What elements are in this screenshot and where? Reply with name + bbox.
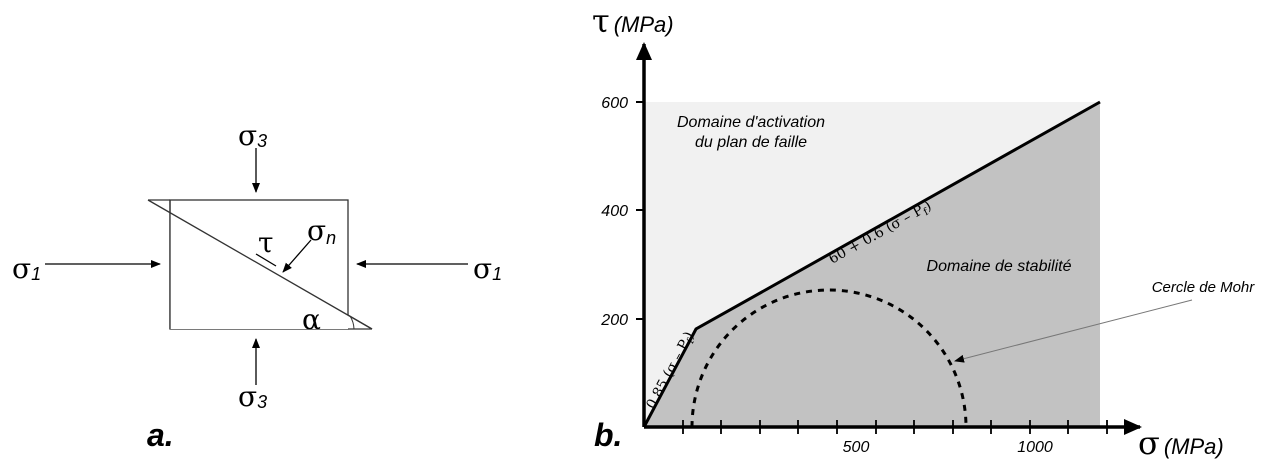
mohr-leader-line [954, 299, 1193, 363]
alpha-angle-arc [349, 315, 355, 330]
stability-domain-label: Domaine de stabilité [927, 258, 1072, 275]
activation-domain-label-line1: Domaine d'activation [677, 114, 825, 131]
sigma1-left-label: σ1 [12, 252, 41, 285]
x-axis-title: σ (MPa) [1138, 424, 1224, 461]
sigma3-top-label: σ3 [238, 119, 267, 152]
y-axis-title: τ (MPa) [592, 2, 674, 40]
fault-plane [147, 199, 373, 330]
y-tick-label-400: 400 [601, 203, 628, 220]
alpha-label: α [302, 303, 321, 336]
panel-b-label: b. [594, 417, 622, 453]
sigma3-bottom-label: σ3 [238, 380, 267, 413]
activation-domain-label-line2: du plan de faille [695, 134, 807, 151]
stability-domain-region [644, 102, 1100, 427]
sigma-n-arrow [282, 239, 312, 273]
x-tick-label-1000: 1000 [1017, 439, 1053, 456]
y-tick-label-200: 200 [600, 312, 628, 329]
sigma-n-label: σn [307, 214, 336, 248]
tau-shear-tick [255, 253, 277, 267]
mohr-circle [690, 288, 968, 428]
panel-b: 600 400 200 500 1000 τ (MPa) σ (MPa) Dom… [592, 2, 1255, 461]
panel-a-label: a. [147, 417, 174, 453]
x-tick-label-500: 500 [843, 439, 870, 456]
panel-a: σ1 σ1 σ3 σ3 σn τ α a. [12, 119, 502, 453]
tau-label: τ [258, 226, 274, 259]
mohr-circle-label: Cercle de Mohr [1152, 279, 1256, 296]
x-minor-ticks [682, 420, 1108, 434]
failure-envelope [642, 100, 1101, 428]
y-tick-label-600: 600 [601, 95, 628, 112]
sigma1-right-label: σ1 [473, 252, 502, 285]
